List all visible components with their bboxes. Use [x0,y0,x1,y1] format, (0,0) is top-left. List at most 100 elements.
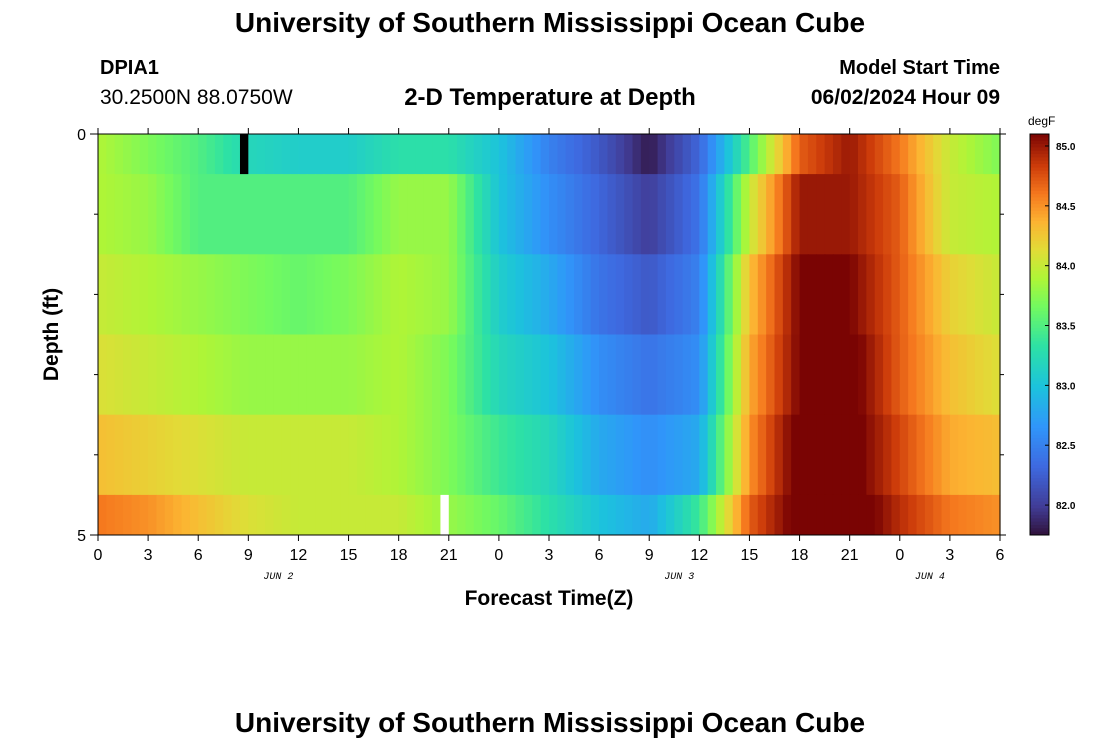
heatmap-cell [891,134,901,175]
heatmap-cell [991,414,1001,496]
heatmap-cell [933,494,943,536]
heatmap-cell [974,414,984,496]
heatmap-cell [582,494,592,536]
heatmap-cell [924,254,934,335]
heatmap-cell [390,334,400,416]
heatmap-cell [306,414,316,496]
heatmap-cell [415,334,425,416]
heatmap-cell [139,334,149,416]
heatmap-cell [557,494,567,536]
heatmap-cell [398,254,408,335]
heatmap-cell [640,254,650,335]
heatmap-cell [507,134,517,175]
x-tick-label: 21 [841,547,859,564]
heatmap-cell [306,334,316,416]
heatmap-cell [707,414,717,496]
heatmap-cell [181,134,191,175]
heatmap-cell [749,254,759,335]
heatmap-cell [306,174,316,255]
heatmap-cell [557,174,567,255]
heatmap-cell [908,134,918,175]
heatmap-cell [791,134,801,175]
heatmap-cell [114,494,124,536]
heatmap-cell [565,254,575,335]
heatmap-cell [515,414,525,496]
heatmap-cell [373,254,383,335]
heatmap-cell [290,254,300,335]
heatmap-cell [356,174,366,255]
heatmap-cell [716,254,725,335]
colorbar-segment [1030,511,1049,516]
heatmap-cell [916,174,926,255]
heatmap-cell [498,174,508,255]
heatmap-cell [682,254,692,335]
heatmap-cell [916,254,926,335]
heatmap-cell [231,254,241,335]
x-tick-label: 6 [996,547,1005,564]
heatmap-cell-missing [440,494,449,535]
heatmap-cell [632,174,642,255]
heatmap-cell [423,134,433,175]
heatmap-cell [373,494,383,536]
x-tick-label: 12 [690,547,708,564]
heatmap-cell [565,494,575,536]
colorbar-segment [1030,297,1049,302]
heatmap-cell [791,414,801,496]
heatmap-cell [473,254,483,335]
heatmap-cell [106,414,116,496]
heatmap-cell [198,494,208,536]
colorbar-segment [1030,321,1049,325]
heatmap-cell [123,134,133,175]
heatmap-cell [824,254,834,335]
heatmap-cell [381,134,391,175]
heatmap-cell [749,134,759,175]
heatmap-cell [239,414,249,496]
heatmap-cell [824,334,834,416]
colorbar-segment [1030,271,1049,275]
heatmap-cell [941,254,951,335]
heatmap-cell [281,134,291,175]
heatmap-cell [365,334,375,416]
heatmap-cell [941,334,951,416]
heatmap-cell [123,174,133,255]
colorbar-segment [1030,361,1049,366]
heatmap-cell [949,334,959,416]
heatmap-cell [757,494,767,536]
heatmap-cell [624,334,634,416]
heatmap-cell [139,494,149,536]
heatmap-cell [766,254,776,335]
colorbar-segment [1030,304,1049,309]
heatmap-cell [933,134,943,175]
heatmap-cell [991,254,1001,335]
heatmap-cell [223,254,233,335]
heatmap-cell [832,254,842,335]
station-id: DPIA1 [100,57,159,79]
heatmap-cell [148,334,158,416]
heatmap-cell [490,494,500,536]
heatmap-cell [565,174,575,255]
colorbar-segment [1030,357,1049,362]
heatmap-cell [966,254,976,335]
heatmap-cell [607,494,617,536]
heatmap-cell [281,414,291,496]
colorbar-segment [1030,451,1049,456]
colorbar-segment [1030,468,1049,473]
heatmap-cell [206,334,216,416]
heatmap-cell [448,134,458,175]
heatmap-cell [239,494,249,536]
heatmap-cell [540,334,550,416]
heatmap-cell [123,334,133,416]
heatmap-cell [131,414,141,496]
heatmap-cell [306,254,316,335]
colorbar-segment [1030,374,1049,379]
heatmap-cell [966,334,976,416]
heatmap-cell [114,134,124,175]
heatmap-cell [239,334,249,416]
heatmap-cell [874,414,884,496]
heatmap-cell [398,334,408,416]
heatmap-cell [248,334,258,416]
heatmap-cell [473,134,483,175]
heatmap-cell [373,134,383,175]
heatmap-cell [198,174,208,255]
heatmap-cell [757,174,767,255]
